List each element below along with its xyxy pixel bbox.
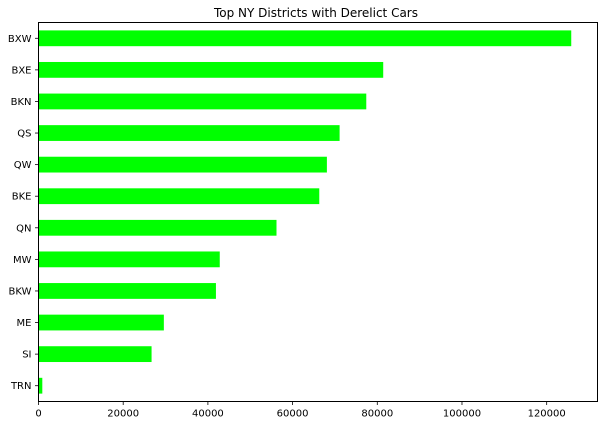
bar-bxe — [38, 61, 384, 78]
chart-title: Top NY Districts with Derelict Cars — [213, 6, 418, 20]
bar-bkw — [38, 283, 216, 299]
y-tick-label: QW — [14, 160, 32, 171]
x-tick-label: 120000 — [528, 409, 566, 420]
x-tick-label: 40000 — [192, 409, 224, 420]
y-tick-label: SI — [22, 350, 31, 361]
bar-qn — [38, 219, 277, 236]
y-tick-label: BKE — [12, 192, 32, 203]
y-axis-ticks: BXW BXE BKN QS QW BKE QN MW BKW ME SI TRN — [8, 34, 39, 392]
bar-mw — [38, 251, 220, 268]
bar-bkn — [38, 93, 367, 110]
y-tick-label: BKW — [9, 286, 32, 297]
y-tick-label: BXE — [11, 65, 31, 76]
bar-me — [38, 314, 164, 331]
bar-qw — [38, 156, 327, 173]
bars-group — [38, 30, 572, 394]
y-tick-label: QS — [17, 129, 31, 140]
plot-frame — [38, 22, 598, 402]
x-axis-ticks: 0 20000 40000 60000 80000 100000 120000 — [35, 401, 566, 420]
bar-trn — [38, 377, 43, 394]
bar-bxw — [38, 30, 572, 47]
y-tick-label: MW — [13, 255, 32, 266]
y-tick-label: BKN — [11, 97, 32, 108]
y-tick-label: ME — [17, 318, 32, 329]
y-tick-label: BXW — [8, 34, 32, 45]
x-tick-label: 100000 — [443, 409, 481, 420]
y-tick-label: QN — [16, 223, 31, 234]
bar-bke — [38, 188, 320, 205]
y-tick-label: TRN — [10, 381, 32, 392]
bar-qs — [38, 125, 340, 141]
bar-si — [38, 346, 152, 363]
x-tick-label: 0 — [35, 409, 41, 420]
x-tick-label: 60000 — [277, 409, 309, 420]
x-tick-label: 20000 — [107, 409, 139, 420]
x-tick-label: 80000 — [361, 409, 393, 420]
